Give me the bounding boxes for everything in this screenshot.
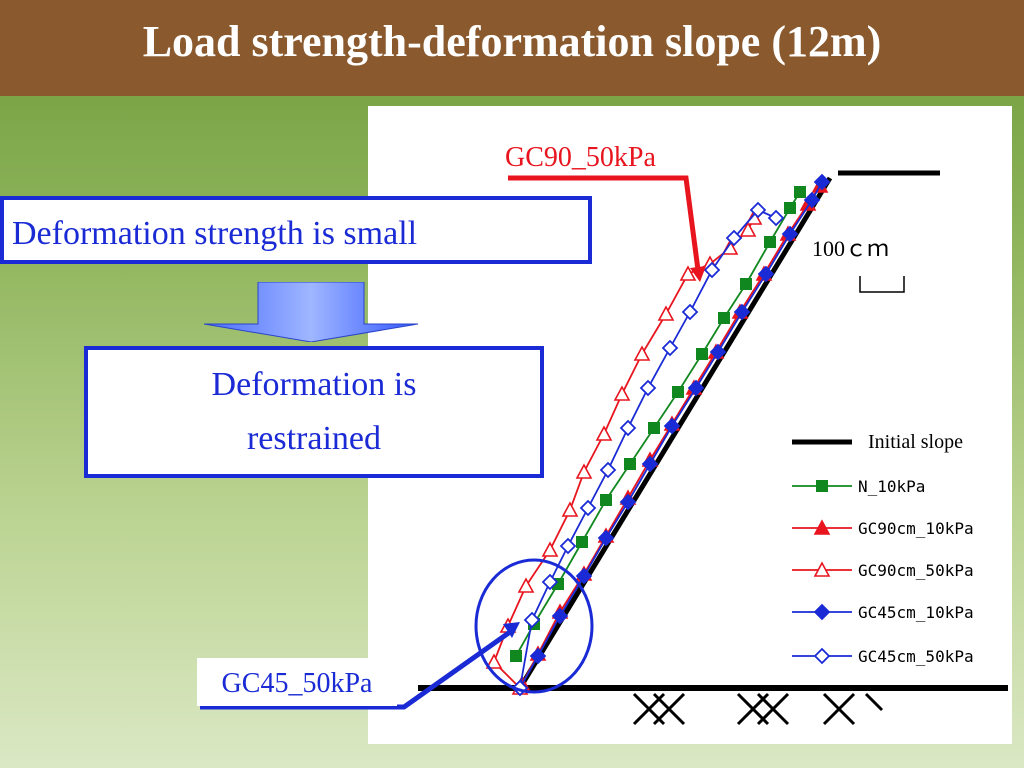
series-line-n-10kpa [515, 191, 801, 657]
legend-label-n-10kpa: N_10kPa [858, 477, 925, 496]
gc45-label: GC45_50kPa [197, 658, 397, 706]
data-point-n-10kpa [648, 422, 660, 434]
series-line-gc90cm-50kpa [492, 217, 755, 689]
data-point-n-10kpa [794, 186, 806, 198]
data-point-gc90cm-50kpa [739, 221, 757, 237]
data-point-n-10kpa [624, 458, 636, 470]
data-point-gc90cm-50kpa [541, 541, 559, 557]
data-point-gc90cm-50kpa [613, 385, 631, 401]
data-point-gc45cm-50kpa [559, 537, 577, 555]
data-point-gc90cm-50kpa [595, 425, 613, 441]
data-point-gc45cm-50kpa [579, 499, 597, 517]
data-point-gc45cm-10kpa [619, 493, 637, 511]
down-arrow [204, 282, 418, 342]
data-point-gc45cm-50kpa [619, 419, 637, 437]
data-point-gc45cm-50kpa [523, 611, 541, 629]
data-point-n-10kpa [510, 650, 522, 662]
data-point-gc45cm-10kpa [551, 607, 569, 625]
data-point-gc90cm-50kpa [485, 653, 503, 669]
data-point-n-10kpa [600, 494, 612, 506]
data-point-n-10kpa [784, 202, 796, 214]
data-point-gc45cm-10kpa [709, 343, 727, 361]
data-point-gc45cm-10kpa [803, 191, 821, 209]
data-point-gc45cm-50kpa [703, 261, 721, 279]
series-initial-slope [517, 176, 833, 690]
deformation-restrained-box: Deformation is restrained [84, 346, 544, 478]
data-point-gc45cm-50kpa [749, 201, 767, 219]
data-point-gc45cm-50kpa [541, 573, 559, 591]
gc90-arrow [508, 175, 706, 282]
series-line-gc45cm-50kpa [519, 208, 777, 689]
scale-bar-label: 100ｃｍ [812, 236, 889, 261]
gc90-label: GC90_50kPa [505, 142, 656, 173]
gc45-arrow [200, 622, 520, 710]
data-point-gc45cm-50kpa [661, 339, 679, 357]
series-gc45cm-50kpa [511, 201, 785, 697]
scale-bar [859, 276, 905, 293]
data-point-gc90cm-50kpa [575, 463, 593, 479]
data-point-gc90cm-50kpa [679, 265, 697, 281]
data-point-gc45cm-50kpa [767, 209, 785, 227]
data-point-gc45cm-10kpa [813, 173, 831, 191]
data-point-gc90cm-50kpa [517, 577, 535, 593]
legend-marker-gc45cm-10kpa [813, 603, 831, 621]
data-point-gc45cm-10kpa [757, 265, 775, 283]
data-point-n-10kpa [764, 236, 776, 248]
legend-label-gc45cm-50kpa: GC45cm_50kPa [858, 647, 974, 666]
data-point-gc45cm-50kpa [725, 229, 743, 247]
legend-label-initial-slope: Initial slope [868, 431, 963, 453]
title-bar [0, 0, 1024, 96]
data-point-gc45cm-10kpa [687, 379, 705, 397]
highlight-ellipse [474, 558, 594, 694]
legend: Initial slope N_10kPa GC90cm_10kPa GC90cm_5… [792, 431, 974, 666]
data-point-gc45cm-50kpa [681, 303, 699, 321]
data-point-gc45cm-50kpa [599, 461, 617, 479]
data-point-gc45cm-10kpa [733, 303, 751, 321]
data-point-n-10kpa [696, 348, 708, 360]
data-point-gc90cm-50kpa [657, 305, 675, 321]
data-point-gc45cm-10kpa [781, 225, 799, 243]
data-point-gc45cm-10kpa [663, 417, 681, 435]
data-point-n-10kpa [576, 536, 588, 548]
slide-title: Load strength-deformation slope (12m) [142, 17, 882, 66]
series-layer [485, 173, 833, 697]
data-point-gc90cm-50kpa [633, 345, 651, 361]
data-point-gc45cm-10kpa [575, 567, 593, 585]
data-point-gc45cm-10kpa [597, 529, 615, 547]
legend-marker-gc90cm-10kpa [813, 519, 831, 535]
series-line-initial-slope [517, 176, 833, 690]
data-point-n-10kpa [672, 386, 684, 398]
ground-hatching [632, 692, 884, 726]
data-point-n-10kpa [740, 278, 752, 290]
legend-marker-gc45cm-50kpa [813, 647, 831, 665]
legend-label-gc90cm-50kpa: GC90cm_50kPa [858, 561, 974, 580]
data-point-gc45cm-50kpa [639, 379, 657, 397]
series-gc45cm-10kpa [511, 173, 831, 697]
data-point-n-10kpa [718, 312, 730, 324]
deformation-small-box: Deformation strength is small [0, 196, 592, 264]
legend-marker-n-10kpa [816, 480, 828, 492]
legend-marker-gc90cm-50kpa [813, 561, 831, 577]
data-point-gc45cm-10kpa [529, 647, 547, 665]
data-point-gc45cm-10kpa [641, 455, 659, 473]
legend-label-gc45cm-10kpa: GC45cm_10kPa [858, 603, 974, 622]
data-point-gc90cm-50kpa [561, 501, 579, 517]
legend-label-gc90cm-10kpa: GC90cm_10kPa [858, 519, 974, 538]
